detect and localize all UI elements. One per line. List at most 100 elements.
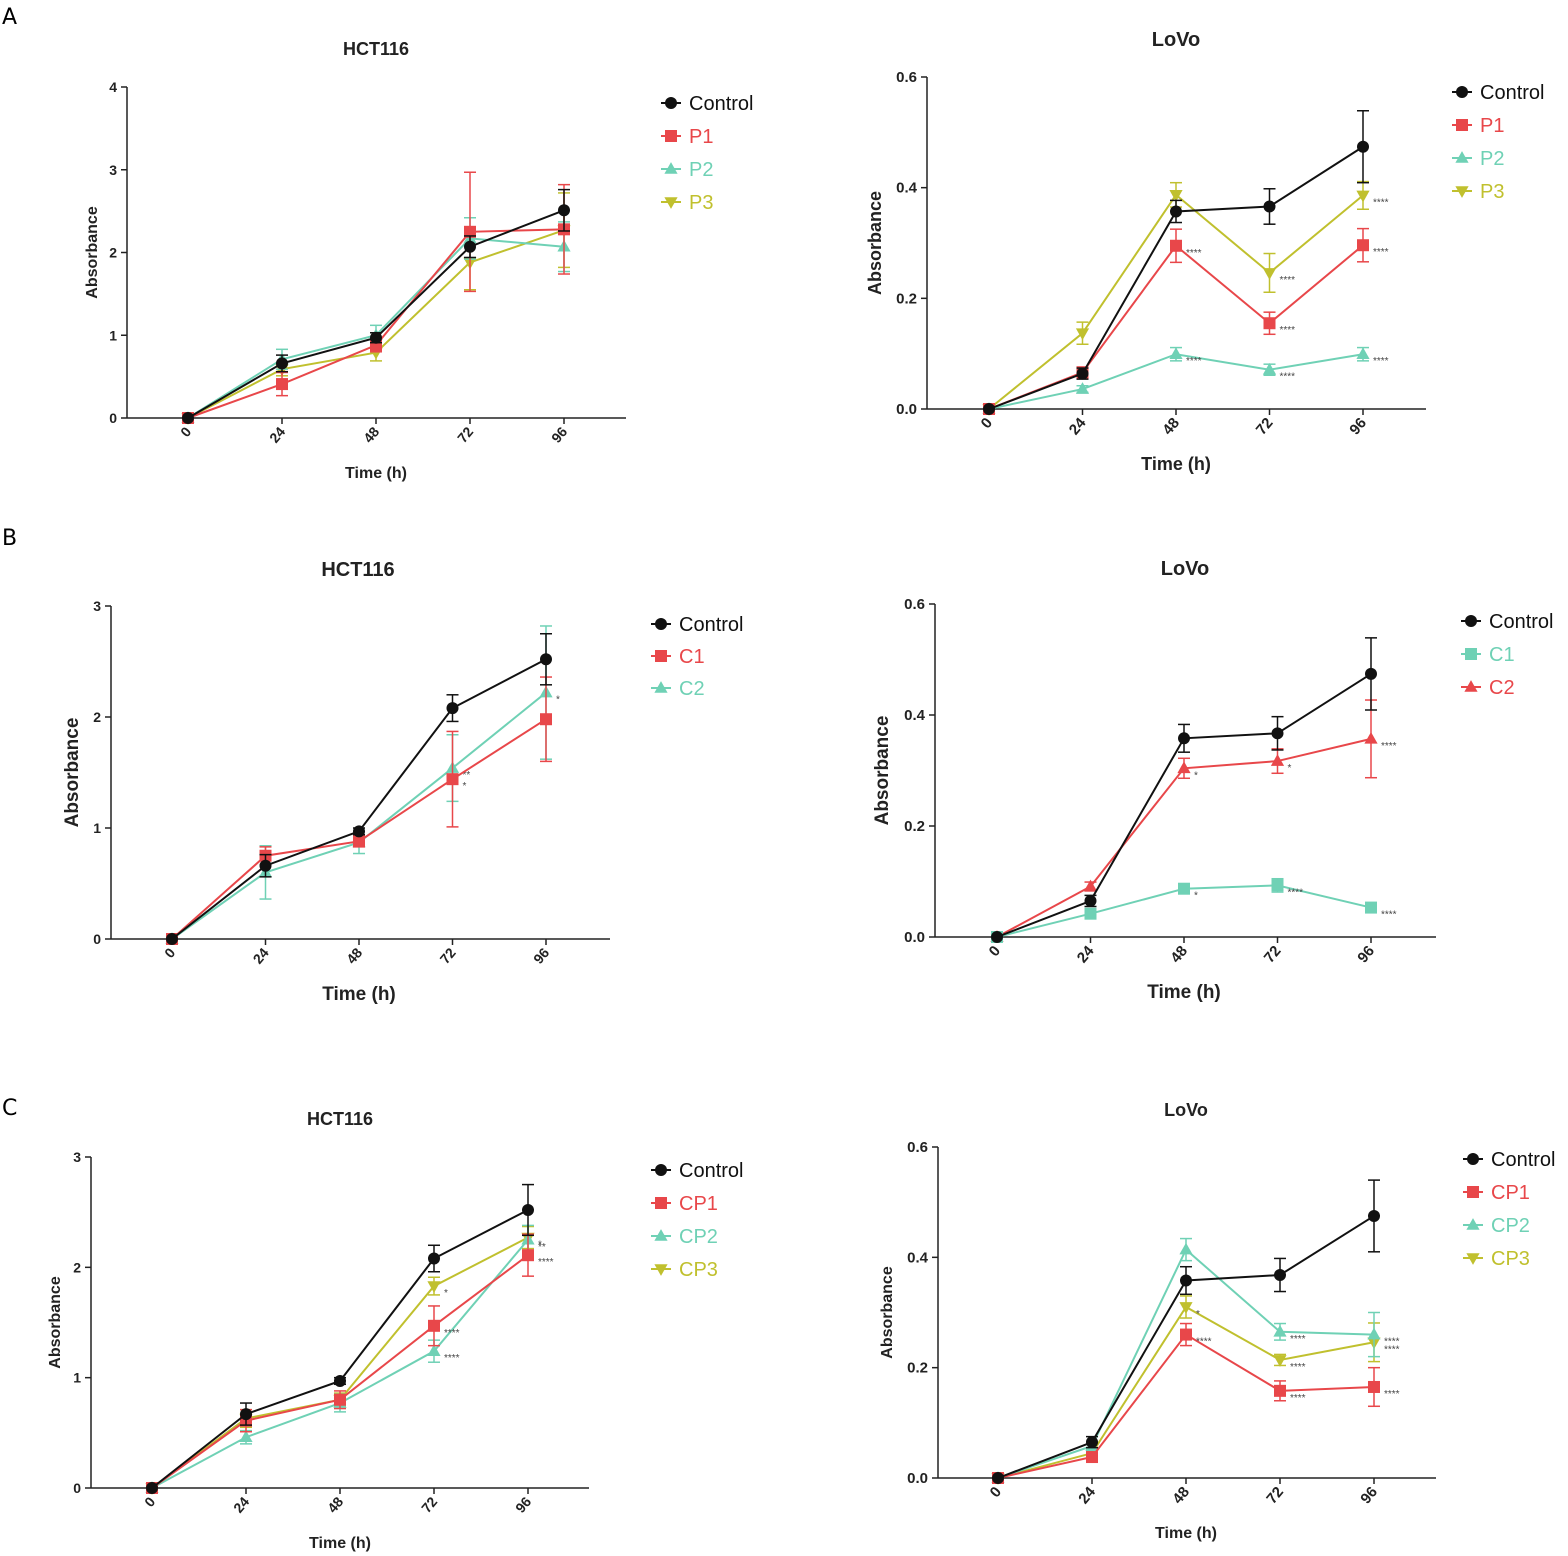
series-control — [991, 637, 1377, 943]
data-point — [1262, 362, 1277, 375]
legend-marker — [1465, 615, 1477, 627]
legend-item-p3: P3 — [661, 192, 713, 214]
legend-marker — [655, 1164, 667, 1176]
chart-title: LoVo — [1152, 29, 1201, 51]
chart-c-lovo: LoVo 0.0 0.2 0.4 0.6 0 24 48 72 96 Time (h) Absorba… — [879, 1100, 1555, 1542]
x-tick-label: 72 — [1261, 943, 1285, 967]
y-tick-label: 1 — [93, 820, 101, 836]
legend-item-cp3: CP3 — [651, 1259, 718, 1281]
data-point — [427, 1344, 441, 1356]
y-tick-label: 0.2 — [896, 290, 917, 307]
legend-marker — [1455, 186, 1469, 198]
significance-label: **** — [1373, 247, 1389, 258]
x-tick-label: 96 — [530, 944, 552, 966]
series-control — [146, 1183, 534, 1494]
legend-marker — [1467, 1153, 1479, 1165]
series-cp3: ** — [145, 1225, 542, 1495]
legend-label: C2 — [1489, 677, 1515, 699]
legend-marker — [1466, 1218, 1480, 1230]
legend-label: CP3 — [1491, 1248, 1530, 1270]
x-tick-label: 72 — [1253, 415, 1277, 439]
series-c1: * ******** — [991, 877, 1397, 943]
legend-label: Control — [1480, 82, 1544, 104]
legend-item-c1: C1 — [1461, 644, 1515, 666]
legend-marker — [654, 1264, 668, 1276]
significance-label: **** — [1290, 1362, 1306, 1373]
legend-label: C1 — [679, 646, 705, 668]
series-line — [171, 691, 547, 940]
significance-label: * — [556, 695, 560, 706]
data-point — [522, 1249, 534, 1262]
x-axis-label: Time (h) — [1147, 982, 1221, 1003]
series-c2: ****** — [990, 699, 1397, 942]
data-point — [428, 1252, 440, 1265]
series-line — [187, 229, 565, 419]
data-point — [1364, 731, 1378, 744]
legend-label: P3 — [1480, 181, 1504, 203]
data-point — [558, 204, 570, 217]
legend-label: CP2 — [1491, 1215, 1530, 1237]
y-tick-label: 2 — [73, 1259, 81, 1275]
y-tick-label: 2 — [109, 245, 117, 261]
x-tick-label: 96 — [1357, 1484, 1381, 1508]
significance-label: **** — [538, 1257, 554, 1268]
chart-b-lovo: LoVo 0.0 0.2 0.4 0.6 0 24 48 72 96 Time (h) Absorba… — [872, 558, 1553, 1003]
significance-label: * — [1194, 891, 1198, 902]
series-control — [166, 633, 552, 945]
y-tick-label: 0.2 — [907, 1360, 928, 1377]
legend-label: Control — [1489, 611, 1553, 633]
data-point — [1274, 1268, 1286, 1281]
chart-a-hct116: HCT116 0 1 2 3 4 0 24 48 72 96 Time (h) Absorbance Co… — [84, 39, 753, 482]
data-point — [1084, 907, 1097, 920]
legend-marker — [665, 97, 677, 109]
data-point — [464, 225, 476, 238]
data-point — [1169, 190, 1183, 202]
series-p1: **** **** **** — [983, 227, 1389, 415]
data-point — [991, 931, 1003, 943]
legend: Control C1 C2 — [1461, 611, 1553, 699]
legend-item-c2: C2 — [651, 678, 705, 700]
data-point — [1365, 901, 1377, 914]
legend-label: P1 — [689, 126, 713, 148]
significance-label: **** — [1290, 1334, 1306, 1345]
chart-a-lovo: LoVo 0.0 0.2 0.4 0.6 0 24 48 72 96 Time (h) Absorba… — [865, 29, 1544, 474]
series-c1: * — [166, 676, 552, 945]
legend-marker — [655, 1197, 667, 1209]
data-point — [276, 378, 288, 391]
y-axis-label: Absorbance — [84, 206, 101, 299]
x-tick-label: 0 — [161, 944, 178, 960]
data-point — [1177, 761, 1191, 774]
data-point — [259, 859, 272, 872]
data-point — [1083, 879, 1098, 892]
y-axis-label: Absorbance — [47, 1276, 64, 1369]
data-point — [540, 653, 552, 666]
legend-marker — [655, 650, 667, 662]
legend-item-cp2: CP2 — [651, 1226, 718, 1248]
data-point — [334, 1374, 346, 1387]
x-axis-label: Time (h) — [322, 984, 396, 1005]
data-point — [464, 240, 476, 253]
series-c2: *** — [165, 625, 560, 944]
x-tick-label: 72 — [437, 944, 459, 966]
data-point — [540, 713, 552, 726]
legend-item-control: Control — [651, 614, 743, 636]
data-point — [1179, 1242, 1193, 1255]
y-tick-label: 0.6 — [907, 1139, 928, 1156]
data-point — [1365, 667, 1377, 680]
x-tick-label: 96 — [1354, 943, 1378, 967]
y-tick-label: 0 — [109, 410, 117, 426]
data-point — [1356, 347, 1370, 360]
series-line — [996, 673, 1372, 938]
legend-item-c1: C1 — [651, 646, 705, 668]
data-point — [1180, 1328, 1192, 1341]
x-tick-label: 48 — [324, 1493, 346, 1515]
legend-item-p3: P3 — [1452, 181, 1504, 203]
significance-label: **** — [1288, 887, 1304, 898]
legend-marker — [1465, 648, 1477, 660]
data-point — [1179, 1302, 1193, 1314]
significance-label: * — [1196, 1309, 1200, 1320]
data-point — [427, 1281, 441, 1293]
legend: Control P1 P2 P3 — [661, 93, 753, 214]
